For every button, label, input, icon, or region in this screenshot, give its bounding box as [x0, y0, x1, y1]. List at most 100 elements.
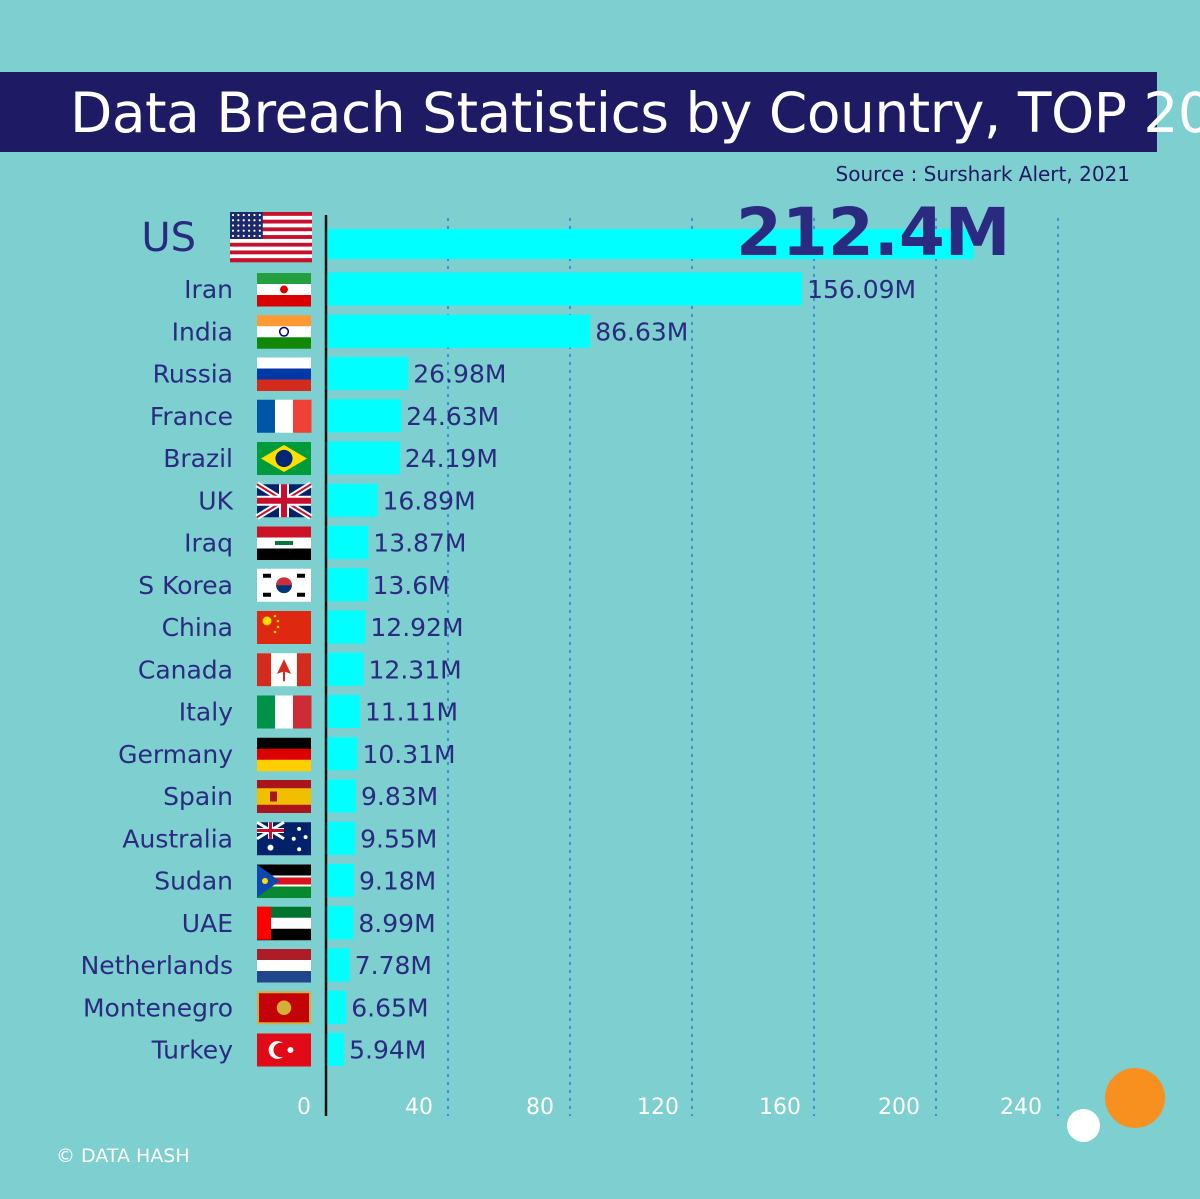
value-label: 13.6M: [372, 571, 449, 600]
x-tick-label: 120: [637, 1095, 679, 1120]
value-label: 86.63M: [595, 317, 688, 346]
decorative-dot-orange: [1105, 1068, 1165, 1128]
value-label: 5.94M: [349, 1036, 426, 1065]
x-tick-label: 40: [405, 1095, 433, 1120]
bar: [326, 737, 358, 771]
category-label: Sudan: [154, 867, 233, 896]
uae-flag: [257, 906, 311, 941]
australia-flag: [256, 820, 311, 856]
bar: [326, 272, 803, 306]
bar: [326, 568, 368, 602]
page-title: Data Breach Statistics by Country, TOP 2…: [70, 81, 1200, 145]
uk-flag: [255, 481, 313, 520]
us-flag: [230, 212, 312, 263]
russia-flag: [257, 357, 311, 391]
x-tick-label: 80: [526, 1095, 554, 1120]
value-label: 9.83M: [361, 782, 438, 811]
bar: [326, 652, 364, 686]
south-korea-flag: [257, 568, 311, 602]
value-label: 9.18M: [359, 867, 436, 896]
bar: [326, 399, 402, 433]
category-label: S Korea: [138, 571, 233, 600]
category-label: UAE: [182, 909, 233, 938]
category-label: US: [141, 215, 196, 261]
x-tick-labels: 0 40 80 120 160 200 240: [297, 1095, 1042, 1120]
value-label: 13.87M: [373, 529, 466, 558]
flags: [230, 212, 313, 1067]
category-label: China: [162, 613, 233, 642]
bar: [326, 526, 369, 559]
category-label: Spain: [163, 782, 233, 811]
category-label: France: [150, 402, 233, 431]
bar: [326, 779, 356, 813]
bar: [326, 864, 354, 897]
india-flag: [257, 315, 311, 349]
value-label: 24.19M: [405, 444, 498, 473]
value-label: 16.89M: [383, 486, 476, 515]
x-tick-label: 160: [759, 1095, 801, 1120]
x-tick-label: 200: [878, 1095, 920, 1120]
decorative-dot-white: [1067, 1109, 1100, 1142]
value-label: 212.4M: [736, 194, 1010, 271]
value-label: 12.31M: [369, 655, 462, 684]
value-labels: 212.4M 156.09M 86.63M 26.98M 24.63M 24.19M 16.…: [349, 194, 1010, 1065]
montenegro-flag: [257, 991, 311, 1025]
bar: [326, 1033, 345, 1066]
category-label: Netherlands: [81, 951, 233, 980]
iraq-flag: [257, 526, 311, 560]
category-label: India: [172, 317, 233, 346]
value-label: 26.98M: [413, 360, 506, 389]
turkey-flag: [257, 1033, 311, 1067]
value-label: 6.65M: [351, 993, 428, 1022]
value-label: 156.09M: [807, 275, 916, 304]
bar: [326, 441, 400, 475]
canada-flag: [257, 653, 311, 687]
netherlands-flag: [257, 949, 311, 983]
value-label: 7.78M: [355, 951, 432, 980]
category-label: Australia: [122, 824, 233, 853]
value-label: 12.92M: [370, 613, 463, 642]
source-note: Source : Surshark Alert, 2021: [835, 162, 1130, 186]
germany-flag: [257, 737, 311, 772]
bar: [326, 610, 366, 644]
category-labels: US Iran India Russia France Brazil UK Iraq S Kor…: [81, 215, 234, 1065]
bar: [326, 229, 974, 259]
sudan-flag: [257, 864, 311, 898]
category-label: Brazil: [163, 444, 233, 473]
spain-flag: [257, 780, 311, 813]
bar: [326, 906, 354, 940]
title-bar: Data Breach Statistics by Country, TOP 2…: [0, 72, 1200, 152]
bar: [326, 695, 360, 728]
category-label: Canada: [138, 655, 233, 684]
x-tick-label: 240: [1000, 1095, 1042, 1120]
bars: [326, 229, 974, 1066]
iran-flag: [257, 273, 311, 307]
brazil-flag: [257, 442, 311, 475]
category-label: Iraq: [184, 529, 233, 558]
italy-flag: [257, 695, 312, 729]
category-label: Italy: [179, 698, 233, 727]
bar: [326, 990, 347, 1024]
value-label: 24.63M: [406, 402, 499, 431]
category-label: Russia: [153, 360, 233, 389]
france-flag: [257, 399, 312, 433]
category-label: Germany: [118, 740, 233, 769]
value-label: 8.99M: [358, 909, 435, 938]
x-tick-label: 0: [297, 1095, 311, 1120]
category-label: Iran: [184, 275, 233, 304]
china-flag: [257, 611, 311, 644]
bar: [326, 314, 591, 348]
bar: [326, 483, 378, 517]
category-label: UK: [198, 486, 233, 515]
value-label: 9.55M: [360, 824, 437, 853]
bar: [326, 821, 356, 855]
grid-lines: [447, 218, 1059, 1116]
value-label: 10.31M: [362, 740, 455, 769]
category-label: Turkey: [151, 1036, 234, 1065]
value-label: 11.11M: [365, 698, 458, 727]
category-label: Montenegro: [83, 993, 233, 1022]
bar: [326, 948, 350, 982]
credit-text: © DATA HASH: [56, 1145, 190, 1167]
bar: [326, 357, 409, 390]
